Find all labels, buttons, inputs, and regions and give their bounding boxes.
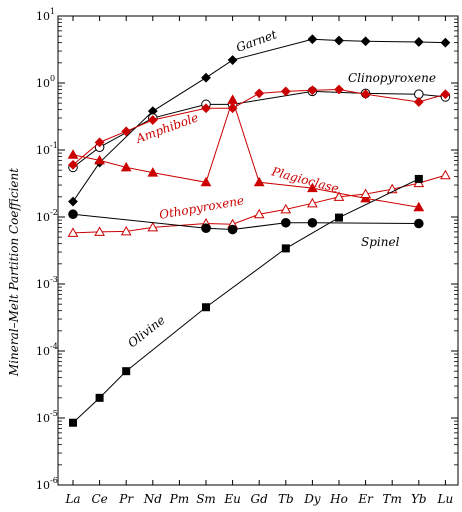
y-tick-label: 10-4 — [36, 342, 58, 358]
point-orthopyroxene-Ho — [333, 191, 345, 201]
x-tick-label-Pm: Pm — [169, 492, 189, 506]
point-amphibole-Er — [360, 89, 371, 100]
point-amphibole-Sm — [201, 103, 211, 114]
point-garnet-Dy — [307, 34, 318, 45]
x-tick-label-Pr: Pr — [118, 492, 134, 506]
y-axis: 101 100 10-1 10-2 10-3 10-4 10-5 10-6 — [36, 7, 458, 492]
point-plagioclase-Eu — [227, 94, 238, 104]
x-tick-label-Yb: Yb — [411, 492, 427, 506]
point-garnet-Er — [360, 36, 371, 47]
x-tick-label-Dy: Dy — [303, 492, 321, 506]
x-tick-label-Eu: Eu — [223, 492, 241, 506]
y-axis-title: Mineral–Melt Partition Coefficient — [7, 168, 21, 377]
y-tick-label: 10-1 — [36, 141, 58, 157]
label-spinel: Spinel — [361, 235, 400, 249]
point-olivine-Ce — [95, 393, 104, 402]
x-tick-label-Ho: Ho — [329, 492, 348, 506]
x-tick-label-Lu: Lu — [437, 492, 454, 506]
point-orthopyroxene-Tb — [280, 203, 292, 214]
point-orthopyroxene-Ce — [94, 226, 105, 236]
point-plagioclase-Yb — [413, 201, 425, 212]
point-spinel-Eu — [227, 224, 238, 235]
label-clinopyroxene: Clinopyroxene — [348, 71, 436, 85]
point-olivine-Ho — [335, 213, 343, 222]
point-amphibole-Dy — [307, 85, 318, 96]
plot-frame — [57, 15, 459, 486]
y-tick-label: 10-2 — [36, 208, 58, 224]
point-amphibole-Lu — [440, 89, 451, 100]
point-orthopyroxene-Lu — [440, 169, 451, 180]
point-plagioclase-Ce — [94, 154, 105, 165]
series-layer — [67, 34, 451, 427]
point-orthopyroxene-Dy — [307, 197, 318, 208]
x-tick-label-Tb: Tb — [278, 492, 294, 506]
point-garnet-Lu — [440, 37, 451, 48]
y-tick-label: 10-5 — [36, 409, 58, 425]
point-plagioclase-Gd — [253, 176, 265, 187]
point-plagioclase-La — [67, 149, 79, 159]
point-orthopyroxene-Er — [360, 188, 371, 199]
x-tick-label-Gd: Gd — [251, 492, 269, 506]
x-tick-label-Ce: Ce — [91, 492, 107, 506]
point-amphibole-Nd — [147, 115, 158, 125]
point-spinel-Dy — [307, 217, 318, 228]
y-tick-label: 10-6 — [36, 476, 58, 492]
point-amphibole-Pr — [121, 126, 132, 137]
point-olivine-Tb — [281, 244, 290, 253]
point-spinel-Sm — [201, 223, 211, 234]
x-tick-label-Sm: Sm — [196, 492, 216, 506]
series-line-garnet — [72, 38, 446, 202]
series-olivine — [69, 174, 423, 427]
point-garnet-La — [68, 196, 78, 207]
y-tick-label: 10-3 — [36, 275, 58, 291]
x-tick-label-Tm: Tm — [383, 492, 402, 506]
point-plagioclase-Sm — [200, 176, 212, 187]
point-garnet-Eu — [227, 55, 238, 65]
point-plagioclase-Dy — [307, 182, 318, 193]
point-olivine-Sm — [202, 303, 210, 312]
point-plagioclase-Nd — [147, 167, 159, 177]
point-orthopyroxene-La — [67, 227, 79, 237]
point-orthopyroxene-Pr — [120, 225, 132, 236]
y-tick-label: 100 — [36, 74, 55, 90]
series-line-orthopyroxene — [72, 174, 446, 234]
plot-border — [57, 15, 459, 486]
point-amphibole-Tb — [280, 86, 291, 97]
point-amphibole-La — [68, 159, 78, 170]
y-tick-label: 101 — [36, 7, 55, 23]
point-amphibole-Ce — [94, 137, 105, 148]
point-spinel-Yb — [414, 218, 424, 229]
point-amphibole-Yb — [413, 97, 424, 107]
point-olivine-La — [69, 418, 77, 427]
point-orthopyroxene-Gd — [253, 208, 265, 219]
x-tick-label-Nd: Nd — [143, 492, 163, 506]
x-tick-label-La: La — [64, 492, 80, 506]
point-orthopyroxene-Nd — [147, 221, 159, 232]
point-garnet-Sm — [201, 72, 211, 83]
point-spinel-La — [68, 209, 78, 220]
x-tick-label-Er: Er — [357, 492, 374, 506]
point-garnet-Yb — [413, 37, 424, 47]
point-spinel-Tb — [281, 217, 291, 228]
point-olivine-Pr — [122, 367, 131, 376]
series-orthopyroxene — [67, 169, 451, 237]
point-amphibole-Ho — [334, 84, 344, 95]
point-olivine-Yb — [414, 174, 423, 183]
x-axis: La Ce Pr Nd Pm Sm Eu Gd Tb Dy Ho Er Tm Yb Lu — [64, 16, 453, 506]
point-amphibole-Gd — [254, 88, 265, 99]
series-garnet — [68, 34, 451, 207]
point-garnet-Ho — [334, 35, 344, 46]
point-plagioclase-Pr — [120, 161, 132, 172]
